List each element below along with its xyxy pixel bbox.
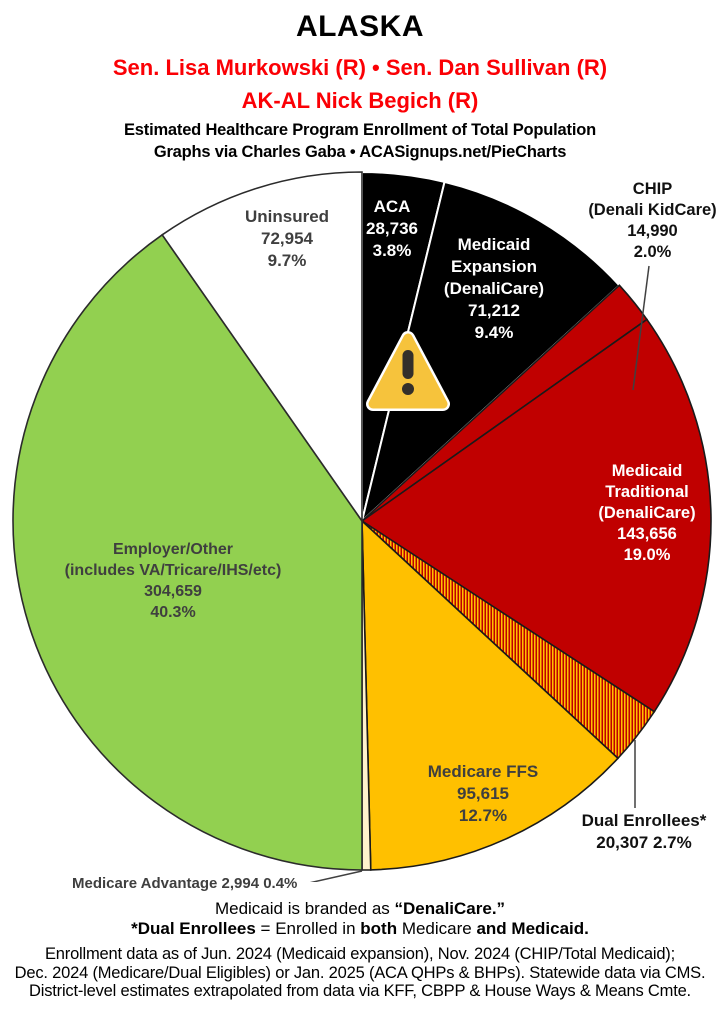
label-line: Dual Enrollees* — [581, 811, 707, 830]
pie-slice-employer-other — [12, 233, 363, 871]
label-chip: CHIP (Denali KidCare) 14,990 2.0% — [565, 179, 720, 263]
dual-note-mid1: = Enrolled in — [255, 918, 361, 938]
dual-note-mid2: Medicare — [397, 918, 477, 938]
label-line: (Denali KidCare) — [588, 201, 717, 219]
label-line: 72,954 — [261, 229, 313, 248]
label-line: (DenaliCare) — [598, 504, 696, 522]
warning-icon — [366, 331, 450, 411]
label-line: 304,659 — [144, 583, 202, 600]
label-line: 20,307 2.7% — [596, 833, 692, 852]
pie-slice-medicaid-traditional — [360, 318, 712, 713]
source-note: Enrollment data as of Jun. 2024 (Medicai… — [0, 945, 720, 1001]
footnotes: Medicaid is branded as “DenaliCare.” *Du… — [0, 899, 720, 1001]
pie-slice-medicaid-expansion — [360, 180, 621, 524]
chip-leader-line — [632, 265, 650, 391]
label-line: (DenaliCare) — [443, 279, 545, 298]
dual-note-bold2: both — [360, 918, 398, 938]
source-line-1: Enrollment data as of Jun. 2024 (Medicai… — [45, 945, 675, 963]
pie-overlays — [309, 265, 650, 882]
label-line: Uninsured — [244, 207, 330, 226]
dual-enrollees-note: *Dual Enrollees = Enrolled in both Medic… — [0, 919, 720, 939]
label-line: 14,990 — [627, 222, 678, 240]
label-line: 12.7% — [458, 806, 508, 825]
label-line: 9.7% — [267, 251, 307, 270]
source-line-2: Dec. 2024 (Medicare/Dual Eligibles) or J… — [14, 963, 706, 982]
branding-note-text: Medicaid is branded as — [214, 899, 395, 918]
label-line: 3.8% — [372, 241, 412, 260]
header: ALASKA Sen. Lisa Murkowski (R) • Sen. Da… — [0, 10, 720, 162]
label-line: 40.3% — [150, 604, 196, 621]
pie-slice-uninsured — [161, 171, 363, 524]
label-line: 9.4% — [474, 323, 514, 342]
dual-note-bold3: and Medicaid. — [476, 918, 589, 938]
branding-note-bold: “DenaliCare.” — [394, 899, 506, 918]
pie-slice-medicare-ffs — [361, 519, 620, 871]
label-line: ACA — [373, 197, 411, 216]
label-line: Traditional — [605, 483, 689, 501]
label-line: Medicaid — [611, 462, 683, 480]
label-medicaid-expansion: Medicaid Expansion (DenaliCare) 71,212 9… — [409, 234, 579, 344]
label-line: 2.0% — [633, 243, 672, 261]
representative-line: AK-AL Nick Begich (R) — [241, 88, 479, 113]
label-line: Expansion — [451, 257, 537, 276]
chart-credit: Graphs via Charles Gaba • ACASignups.net… — [153, 143, 567, 161]
label-uninsured: Uninsured 72,954 9.7% — [207, 206, 367, 272]
label-line: Medicaid — [457, 235, 531, 254]
page-title: ALASKA — [296, 10, 424, 43]
label-line: Medicare FFS — [427, 762, 539, 781]
label-line: 143,656 — [617, 525, 677, 543]
senators-line: Sen. Lisa Murkowski (R) • Sen. Dan Sulli… — [112, 55, 608, 80]
pie-slices — [12, 170, 712, 871]
label-line: 19.0% — [623, 546, 671, 564]
branding-note: Medicaid is branded as “DenaliCare.” — [0, 899, 720, 919]
pie-chart — [12, 170, 712, 882]
label-dual-enrollees: Dual Enrollees* 20,307 2.7% — [554, 810, 720, 854]
label-line: Employer/Other — [112, 541, 234, 558]
chart-subtitle: Estimated Healthcare Program Enrollment … — [124, 121, 596, 139]
label-medicare-advantage: Medicare Advantage 2,994 0.4% — [72, 875, 298, 892]
medicare-advantage-leader-line — [309, 870, 363, 882]
label-aca: ACA 28,736 3.8% — [322, 196, 462, 262]
label-medicaid-traditional: Medicaid Traditional (DenaliCare) 143,65… — [562, 461, 720, 566]
label-line: CHIP — [632, 180, 673, 198]
label-line: 95,615 — [457, 784, 509, 803]
label-line: (includes VA/Tricare/IHS/etc) — [64, 562, 282, 579]
label-medicare-ffs: Medicare FFS 95,615 12.7% — [393, 761, 573, 827]
label-employer-other: Employer/Other (includes VA/Tricare/IHS/… — [28, 539, 318, 623]
source-line-3: District-level estimates extrapolated fr… — [29, 982, 691, 1000]
label-line: 28,736 — [366, 219, 418, 238]
dual-note-bold1: *Dual Enrollees — [131, 918, 256, 938]
label-line: 71,212 — [468, 301, 520, 320]
